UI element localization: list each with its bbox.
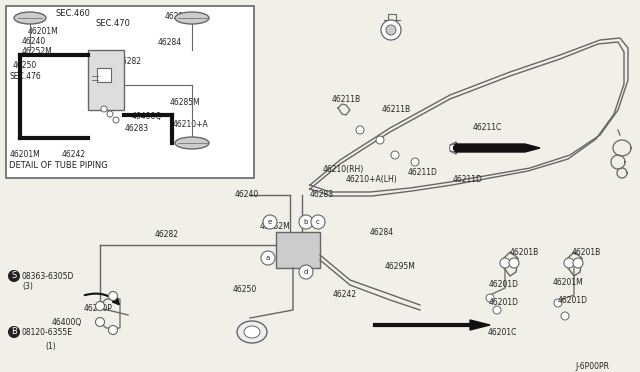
Circle shape [500, 258, 510, 268]
Text: 46250: 46250 [233, 285, 257, 294]
Text: 46250: 46250 [13, 61, 37, 70]
Circle shape [113, 117, 119, 123]
Text: B: B [11, 327, 17, 337]
Ellipse shape [175, 137, 209, 149]
Circle shape [263, 215, 277, 229]
Text: 08363-6305D: 08363-6305D [22, 272, 74, 281]
Circle shape [109, 292, 118, 301]
Polygon shape [470, 320, 490, 330]
Text: 46283: 46283 [125, 124, 149, 133]
Text: 46210+A(LH): 46210+A(LH) [346, 175, 397, 184]
Text: 46210+A: 46210+A [173, 120, 209, 129]
Text: 46240: 46240 [22, 37, 46, 46]
Text: b: b [304, 219, 308, 225]
Text: 46284: 46284 [370, 228, 394, 237]
Circle shape [356, 126, 364, 134]
Text: 46282: 46282 [155, 230, 179, 239]
Text: 46283: 46283 [310, 190, 334, 199]
Circle shape [386, 25, 396, 35]
Circle shape [95, 301, 104, 311]
Circle shape [311, 215, 325, 229]
Text: 46295M: 46295M [385, 262, 416, 271]
Ellipse shape [244, 326, 260, 338]
Text: 46285M: 46285M [170, 98, 201, 107]
Ellipse shape [14, 12, 46, 24]
Text: 46242: 46242 [62, 150, 86, 159]
Circle shape [509, 258, 519, 268]
Text: 46400Q: 46400Q [52, 318, 83, 327]
Bar [88, 50, 124, 110]
Text: 46201M: 46201M [10, 150, 41, 159]
Text: 46252M: 46252M [22, 47, 52, 56]
Circle shape [109, 326, 118, 334]
Text: d: d [304, 269, 308, 275]
Text: 46201M: 46201M [28, 27, 59, 36]
Text: 08120-6355E: 08120-6355E [22, 328, 73, 337]
Text: 46242: 46242 [333, 290, 357, 299]
Polygon shape [455, 144, 540, 152]
Text: SEC.470: SEC.470 [95, 19, 130, 28]
Text: 46260P: 46260P [84, 304, 113, 313]
Text: 46211D: 46211D [408, 168, 438, 177]
Circle shape [573, 258, 583, 268]
Text: J-6P00PR: J-6P00PR [575, 362, 609, 371]
Text: (3): (3) [22, 282, 33, 291]
Circle shape [261, 251, 275, 265]
Text: 46400Q: 46400Q [132, 112, 163, 121]
Circle shape [107, 111, 113, 117]
Text: a: a [266, 255, 270, 261]
Text: SEC.476: SEC.476 [9, 72, 41, 81]
Text: 46240: 46240 [235, 190, 259, 199]
Text: (1): (1) [45, 342, 56, 351]
Ellipse shape [237, 321, 267, 343]
Text: c: c [316, 219, 320, 225]
Circle shape [95, 317, 104, 327]
Text: 46201B: 46201B [510, 248, 540, 257]
Circle shape [561, 312, 569, 320]
Text: 46282: 46282 [118, 57, 142, 66]
Text: 46210(RH): 46210(RH) [323, 165, 364, 174]
Text: 46211C: 46211C [473, 123, 502, 132]
Circle shape [486, 294, 494, 302]
Circle shape [554, 299, 562, 307]
Circle shape [449, 144, 456, 151]
Text: 46201C: 46201C [488, 328, 517, 337]
Bar [6, 6, 254, 178]
Text: 46252M: 46252M [260, 222, 291, 231]
Text: 46201D: 46201D [489, 298, 519, 307]
Text: 46211B: 46211B [382, 105, 411, 114]
Text: 46201M: 46201M [553, 278, 584, 287]
Circle shape [391, 151, 399, 159]
Circle shape [493, 306, 501, 314]
Text: 46284: 46284 [158, 38, 182, 47]
Text: 46211B: 46211B [332, 95, 361, 104]
Bar [97, 68, 111, 82]
Ellipse shape [175, 12, 209, 24]
Circle shape [381, 20, 401, 40]
Text: 46201D: 46201D [558, 296, 588, 305]
Text: SEC.460: SEC.460 [55, 9, 90, 18]
Text: S: S [12, 272, 17, 280]
Text: 46201D: 46201D [489, 280, 519, 289]
Circle shape [299, 215, 313, 229]
Circle shape [376, 136, 384, 144]
Text: 46210: 46210 [165, 12, 189, 21]
Circle shape [411, 158, 419, 166]
Text: e: e [268, 219, 272, 225]
Circle shape [299, 265, 313, 279]
Text: DETAIL OF TUBE PIPING: DETAIL OF TUBE PIPING [9, 161, 108, 170]
Circle shape [101, 106, 107, 112]
Text: 46201B: 46201B [572, 248, 601, 257]
Circle shape [564, 258, 574, 268]
Bar [276, 232, 320, 268]
Text: 46211D: 46211D [453, 175, 483, 184]
